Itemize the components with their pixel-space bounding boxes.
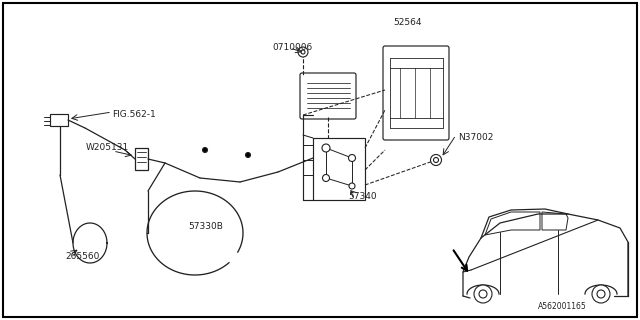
Circle shape (433, 157, 438, 163)
Circle shape (323, 174, 330, 181)
Bar (313, 138, 365, 200)
Text: 265560: 265560 (65, 252, 99, 261)
Circle shape (202, 148, 207, 153)
Bar (50, 114, 68, 126)
Text: N37002: N37002 (458, 133, 493, 142)
Text: 57340: 57340 (348, 192, 376, 201)
Text: A562001165: A562001165 (538, 302, 587, 311)
Circle shape (298, 47, 308, 57)
Text: 0710006: 0710006 (272, 43, 312, 52)
Circle shape (301, 50, 305, 54)
Circle shape (474, 285, 492, 303)
Circle shape (431, 155, 442, 165)
Text: 57330B: 57330B (188, 222, 223, 231)
Circle shape (597, 290, 605, 298)
Circle shape (349, 183, 355, 189)
Circle shape (349, 155, 355, 162)
Circle shape (322, 144, 330, 152)
Circle shape (479, 290, 487, 298)
Bar (135, 148, 148, 170)
Circle shape (246, 153, 250, 157)
Circle shape (592, 285, 610, 303)
Text: W205131: W205131 (86, 143, 129, 152)
Text: FIG.562-1: FIG.562-1 (112, 110, 156, 119)
Text: 52564: 52564 (393, 18, 422, 27)
